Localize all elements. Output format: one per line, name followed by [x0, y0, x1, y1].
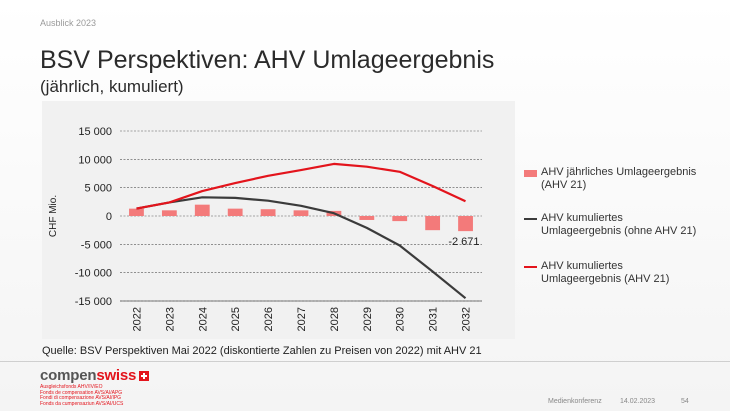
y-tick-label: 10 000 — [78, 154, 112, 166]
x-tick-label: 2022 — [131, 307, 143, 331]
footer-event: Medienkonferenz — [548, 398, 602, 405]
bar — [293, 210, 309, 216]
swiss-cross-icon — [139, 371, 150, 381]
y-tick-label: 5 000 — [84, 183, 112, 195]
x-tick-label: 2032 — [461, 307, 473, 331]
logo-line: Ausgleichsfonds AHV/IV/EO — [40, 384, 103, 390]
y-tick-label: -15 000 — [75, 296, 112, 308]
series-line-without-ahv21 — [136, 196, 467, 300]
data-label: -2 671 — [448, 236, 479, 248]
x-tick-label: 2031 — [428, 307, 440, 331]
x-tick-label: 2030 — [395, 307, 407, 331]
legend-label: Umlageergebnis (ohne AHV 21) — [541, 225, 697, 237]
chart-area: 15 000 10 000 5 000 0 -5 000 -10 000 -15 000 CH… — [42, 101, 515, 339]
bar — [260, 209, 276, 216]
y-tick-label: 15 000 — [78, 126, 112, 138]
bar — [425, 216, 441, 231]
x-tick-label: 2029 — [362, 307, 374, 331]
bar — [392, 216, 408, 222]
legend-label: AHV kumuliertes — [541, 260, 623, 272]
page-number: 54 — [681, 398, 689, 405]
legend-swatch-bar — [524, 170, 537, 177]
legend-label: (AHV 21) — [541, 179, 587, 191]
x-tick-label: 2027 — [296, 307, 308, 331]
source-note: Quelle: BSV Perspektiven Mai 2022 (disko… — [42, 345, 482, 357]
bar — [161, 210, 177, 216]
legend-label: AHV jährliches Umlageergebnis — [541, 166, 697, 178]
legend-swatch-line — [524, 266, 537, 268]
bar — [227, 208, 243, 216]
logo-prefix: compen — [40, 367, 97, 384]
bar — [194, 204, 210, 216]
chart: 15 000 10 000 5 000 0 -5 000 -10 000 -15 000 CH… — [48, 126, 482, 331]
kicker-label: Ausblick 2023 — [40, 18, 97, 28]
page-title: BSV Perspektiven: AHV Umlageergebnis — [40, 46, 495, 74]
y-axis-label: CHF Mio. — [48, 195, 59, 237]
bar — [359, 216, 375, 220]
logo-suffix: swiss — [96, 367, 137, 384]
y-tick-label: 0 — [106, 211, 112, 223]
footer-divider — [0, 361, 730, 362]
x-tick-label: 2026 — [263, 307, 275, 331]
x-tick-label: 2028 — [329, 307, 341, 331]
legend-swatch-line — [524, 218, 537, 220]
series-line-with-ahv21 — [136, 162, 466, 210]
compenswiss-logo: compenswiss Ausgleichsfonds AHV/IV/EO Fo… — [40, 367, 150, 407]
x-tick-label: 2023 — [164, 307, 176, 331]
legend-label: AHV kumuliertes — [541, 212, 623, 224]
logo-line: Fondi di compensazione AVS/AI/IPG — [40, 395, 122, 401]
y-tick-label: -5 000 — [81, 239, 112, 251]
footer-date: 14.02.2023 — [620, 398, 656, 405]
x-tick-label: 2025 — [230, 307, 242, 331]
x-tick-label: 2024 — [197, 307, 209, 331]
bar — [458, 216, 473, 232]
y-tick-label: -10 000 — [75, 268, 112, 280]
logo-line: Fonds da cumpensaziun AVS/AI/UCS — [40, 400, 124, 407]
legend-label: Umlageergebnis (AHV 21) — [541, 273, 670, 285]
bar — [129, 208, 144, 216]
page-subtitle: (jährlich, kumuliert) — [40, 77, 184, 96]
logo-line: Fonds de compensation AVS/AI/APG — [40, 389, 123, 396]
